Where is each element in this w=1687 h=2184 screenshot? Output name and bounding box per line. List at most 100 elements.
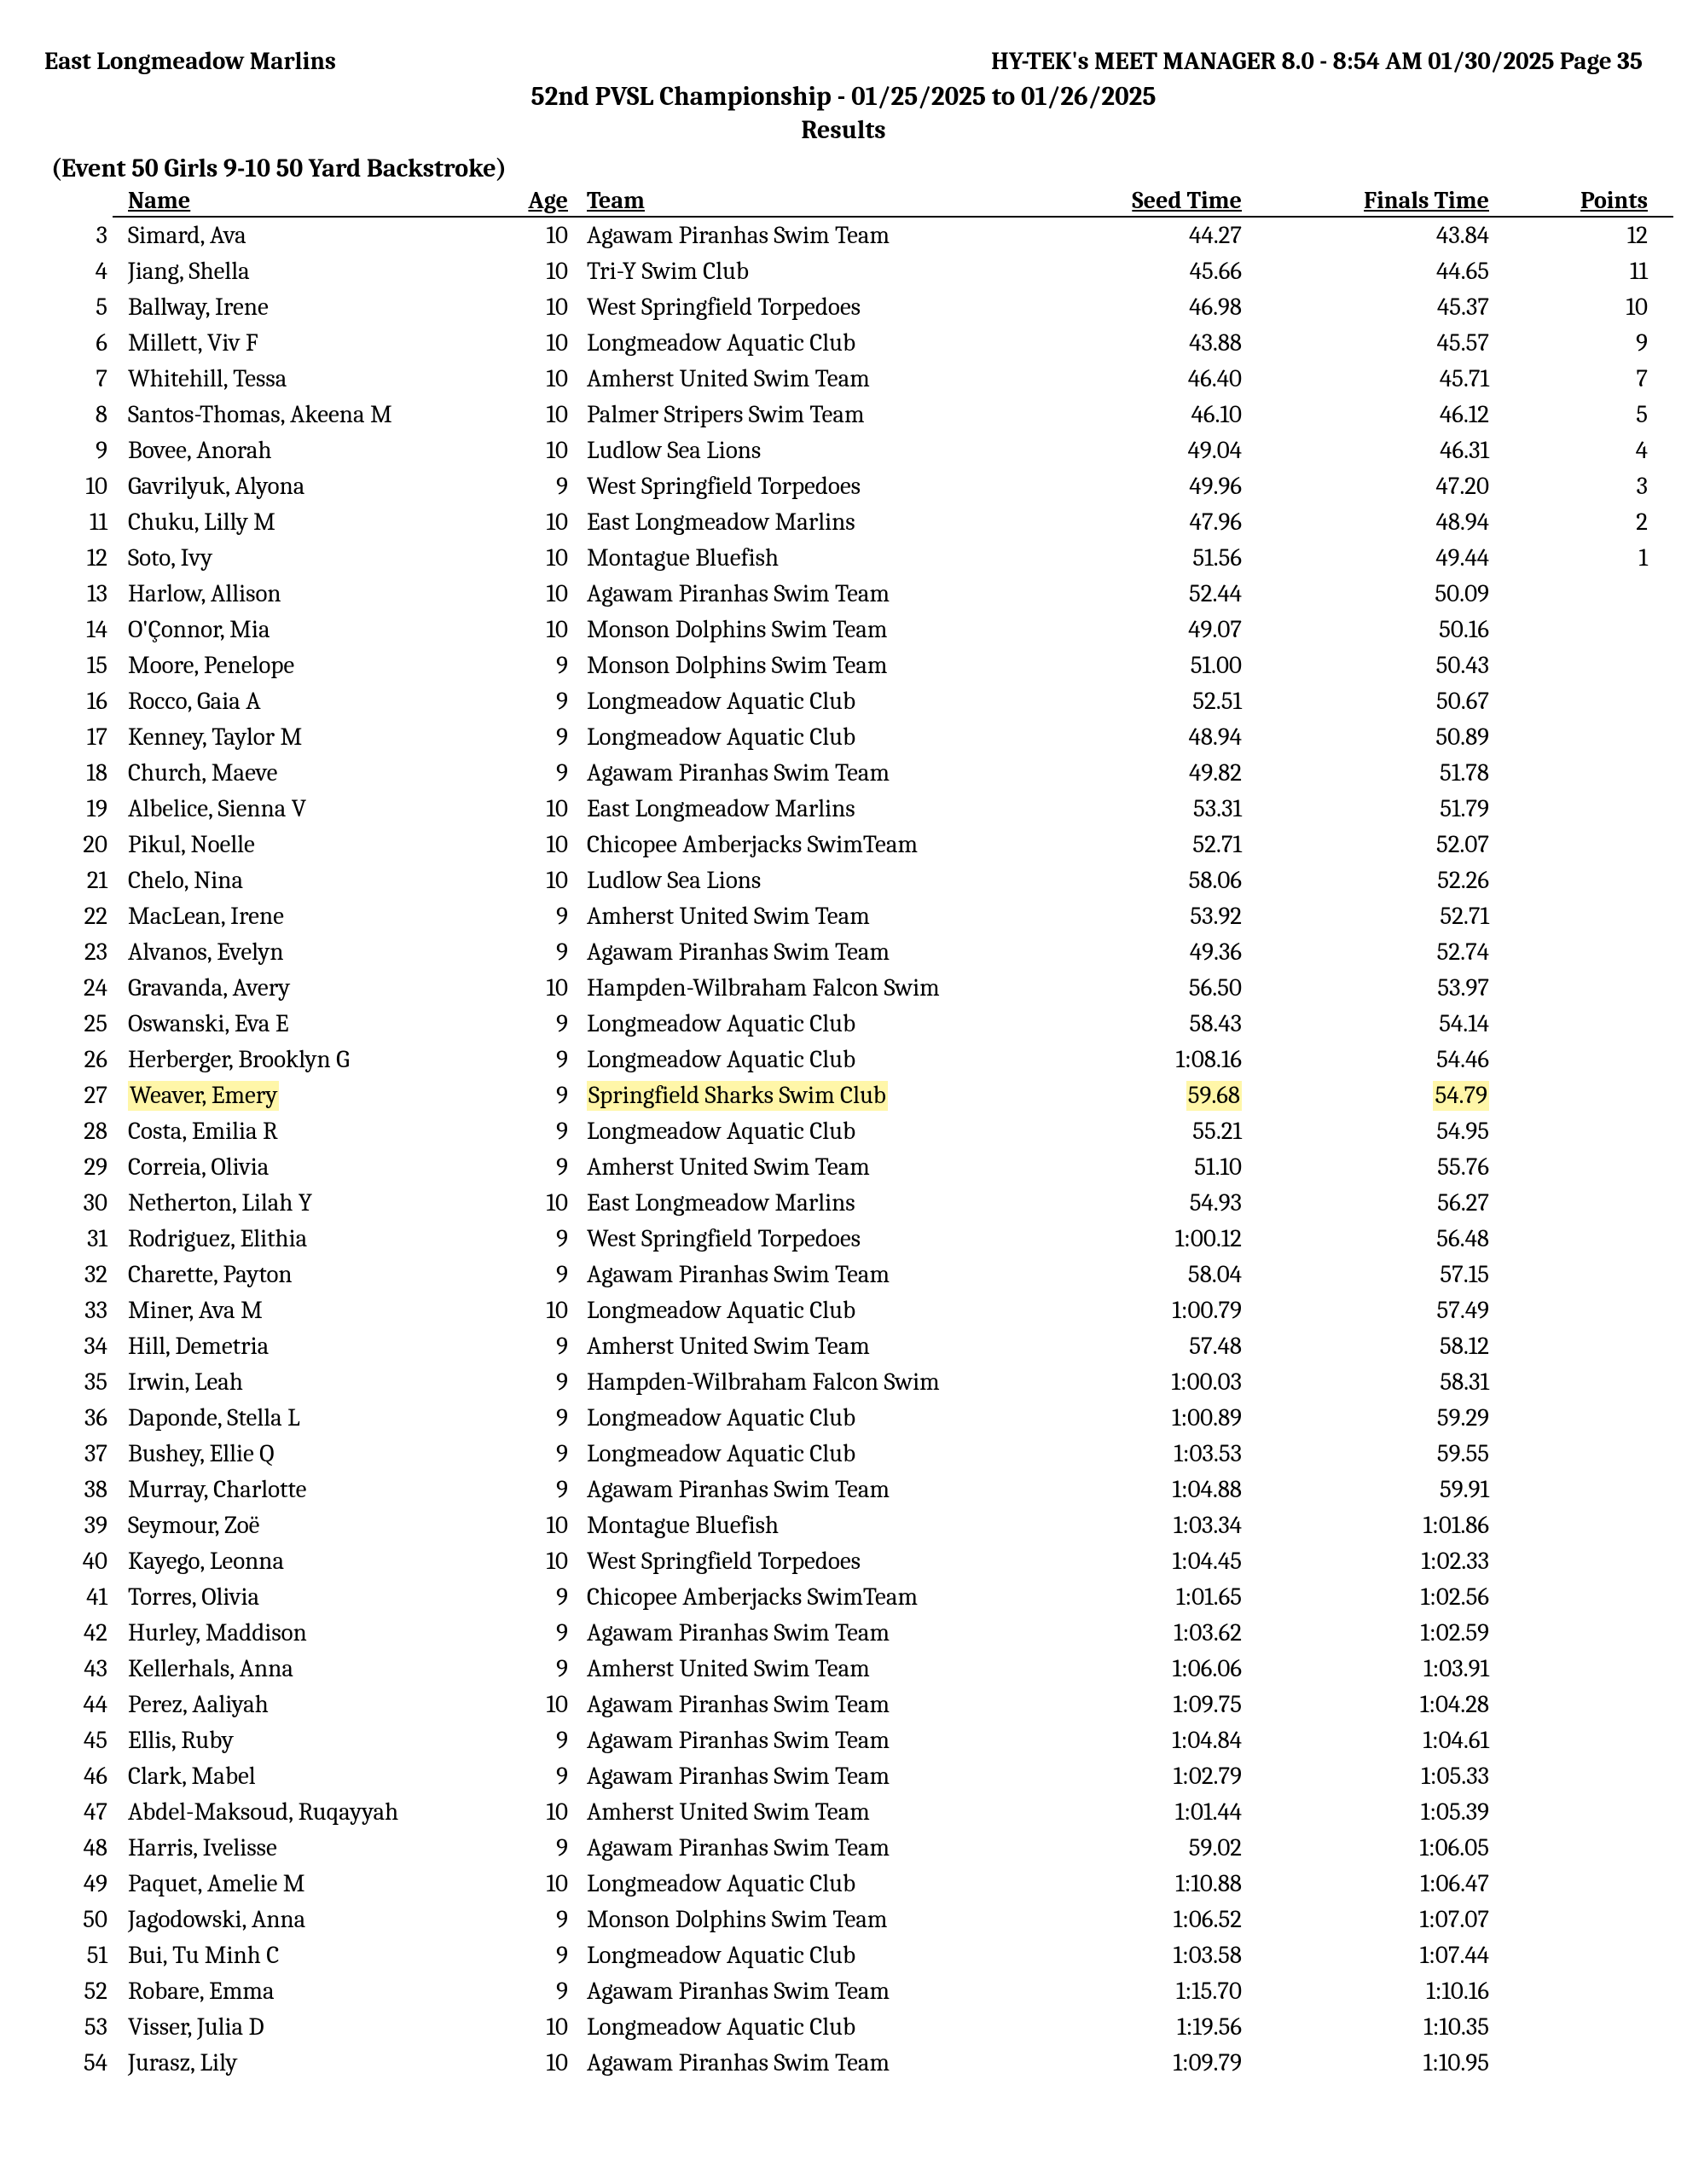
- cell-name: Kenney, Taylor M: [113, 719, 505, 755]
- cell-team: East Longmeadow Marlins: [573, 791, 1025, 827]
- cell-age: 9: [505, 755, 573, 791]
- cell-place: 35: [44, 1364, 113, 1400]
- cell-age: 9: [505, 1364, 573, 1400]
- cell-points: [1494, 719, 1673, 755]
- cell-final: 59.29: [1247, 1400, 1494, 1436]
- table-row: 22MacLean, Irene9Amherst United Swim Tea…: [44, 898, 1673, 934]
- cell-name: Robare, Emma: [113, 1973, 505, 2009]
- cell-seed: 1:10.88: [1025, 1866, 1247, 1902]
- cell-points: [1494, 2045, 1673, 2081]
- cell-age: 10: [505, 540, 573, 576]
- cell-team: West Springfield Torpedoes: [573, 468, 1025, 504]
- cell-final: 1:07.44: [1247, 1937, 1494, 1973]
- cell-team: Agawam Piranhas Swim Team: [573, 1973, 1025, 2009]
- table-row: 42Hurley, Maddison9Agawam Piranhas Swim …: [44, 1615, 1673, 1651]
- cell-team: Monson Dolphins Swim Team: [573, 612, 1025, 648]
- cell-place: 48: [44, 1830, 113, 1866]
- cell-points: [1494, 1436, 1673, 1472]
- cell-place: 53: [44, 2009, 113, 2045]
- cell-seed: 58.04: [1025, 1257, 1247, 1292]
- cell-name: Herberger, Brooklyn G: [113, 1042, 505, 1077]
- cell-name: Perez, Aaliyah: [113, 1687, 505, 1722]
- cell-seed: 1:09.79: [1025, 2045, 1247, 2081]
- cell-name: Hill, Demetria: [113, 1328, 505, 1364]
- cell-place: 43: [44, 1651, 113, 1687]
- cell-final: 43.84: [1247, 217, 1494, 253]
- cell-points: [1494, 1866, 1673, 1902]
- cell-age: 10: [505, 433, 573, 468]
- cell-age: 9: [505, 1436, 573, 1472]
- meet-title: 52nd PVSL Championship - 01/25/2025 to 0…: [44, 81, 1643, 112]
- cell-final: 55.76: [1247, 1149, 1494, 1185]
- cell-points: [1494, 1077, 1673, 1113]
- table-row: 43Kellerhals, Anna9Amherst United Swim T…: [44, 1651, 1673, 1687]
- cell-place: 39: [44, 1507, 113, 1543]
- cell-name: Alvanos, Evelyn: [113, 934, 505, 970]
- cell-team: Agawam Piranhas Swim Team: [573, 576, 1025, 612]
- cell-age: 10: [505, 576, 573, 612]
- cell-final: 54.79: [1247, 1077, 1494, 1113]
- cell-team: Ludlow Sea Lions: [573, 863, 1025, 898]
- cell-seed: 55.21: [1025, 1113, 1247, 1149]
- cell-points: [1494, 1006, 1673, 1042]
- cell-points: [1494, 827, 1673, 863]
- cell-place: 31: [44, 1221, 113, 1257]
- cell-points: [1494, 1328, 1673, 1364]
- cell-age: 10: [505, 791, 573, 827]
- cell-team: Agawam Piranhas Swim Team: [573, 1722, 1025, 1758]
- cell-name: Torres, Olivia: [113, 1579, 505, 1615]
- cell-seed: 51.00: [1025, 648, 1247, 683]
- cell-team: Agawam Piranhas Swim Team: [573, 1830, 1025, 1866]
- cell-place: 17: [44, 719, 113, 755]
- table-row: 54Jurasz, Lily10Agawam Piranhas Swim Tea…: [44, 2045, 1673, 2081]
- cell-team: Monson Dolphins Swim Team: [573, 648, 1025, 683]
- cell-seed: 1:03.62: [1025, 1615, 1247, 1651]
- cell-points: [1494, 1722, 1673, 1758]
- cell-seed: 1:19.56: [1025, 2009, 1247, 2045]
- cell-team: Monson Dolphins Swim Team: [573, 1902, 1025, 1937]
- cell-final: 52.74: [1247, 934, 1494, 970]
- cell-seed: 1:04.88: [1025, 1472, 1247, 1507]
- cell-place: 6: [44, 325, 113, 361]
- cell-age: 9: [505, 1615, 573, 1651]
- cell-place: 38: [44, 1472, 113, 1507]
- cell-age: 9: [505, 1257, 573, 1292]
- cell-seed: 46.40: [1025, 361, 1247, 397]
- cell-team: Agawam Piranhas Swim Team: [573, 1758, 1025, 1794]
- cell-seed: 53.92: [1025, 898, 1247, 934]
- table-row: 10Gavrilyuk, Alyona9West Springfield Tor…: [44, 468, 1673, 504]
- table-row: 46Clark, Mabel9Agawam Piranhas Swim Team…: [44, 1758, 1673, 1794]
- cell-points: [1494, 1937, 1673, 1973]
- table-row: 51Bui, Tu Minh C9Longmeadow Aquatic Club…: [44, 1937, 1673, 1973]
- table-row: 41Torres, Olivia9Chicopee Amberjacks Swi…: [44, 1579, 1673, 1615]
- cell-seed: 56.50: [1025, 970, 1247, 1006]
- cell-name: Murray, Charlotte: [113, 1472, 505, 1507]
- cell-points: [1494, 1830, 1673, 1866]
- cell-final: 52.26: [1247, 863, 1494, 898]
- cell-age: 10: [505, 289, 573, 325]
- table-row: 4Jiang, Shella10Tri-Y Swim Club45.6644.6…: [44, 253, 1673, 289]
- cell-team: Amherst United Swim Team: [573, 1149, 1025, 1185]
- cell-points: [1494, 1973, 1673, 2009]
- cell-seed: 1:15.70: [1025, 1973, 1247, 2009]
- cell-name: Kellerhals, Anna: [113, 1651, 505, 1687]
- cell-team: Amherst United Swim Team: [573, 361, 1025, 397]
- cell-age: 10: [505, 970, 573, 1006]
- cell-age: 10: [505, 2045, 573, 2081]
- cell-seed: 51.56: [1025, 540, 1247, 576]
- cell-final: 45.37: [1247, 289, 1494, 325]
- cell-age: 10: [505, 612, 573, 648]
- cell-name: Irwin, Leah: [113, 1364, 505, 1400]
- table-header-row: Name Age Team Seed Time Finals Time Poin…: [44, 185, 1673, 217]
- cell-name: Bui, Tu Minh C: [113, 1937, 505, 1973]
- cell-final: 51.79: [1247, 791, 1494, 827]
- cell-seed: 49.36: [1025, 934, 1247, 970]
- cell-age: 10: [505, 325, 573, 361]
- cell-age: 9: [505, 898, 573, 934]
- cell-points: 4: [1494, 433, 1673, 468]
- cell-name: Paquet, Amelie M: [113, 1866, 505, 1902]
- col-name-header: Name: [113, 185, 505, 217]
- cell-name: Bushey, Ellie Q: [113, 1436, 505, 1472]
- cell-team: Longmeadow Aquatic Club: [573, 1866, 1025, 1902]
- table-row: 33Miner, Ava M10Longmeadow Aquatic Club1…: [44, 1292, 1673, 1328]
